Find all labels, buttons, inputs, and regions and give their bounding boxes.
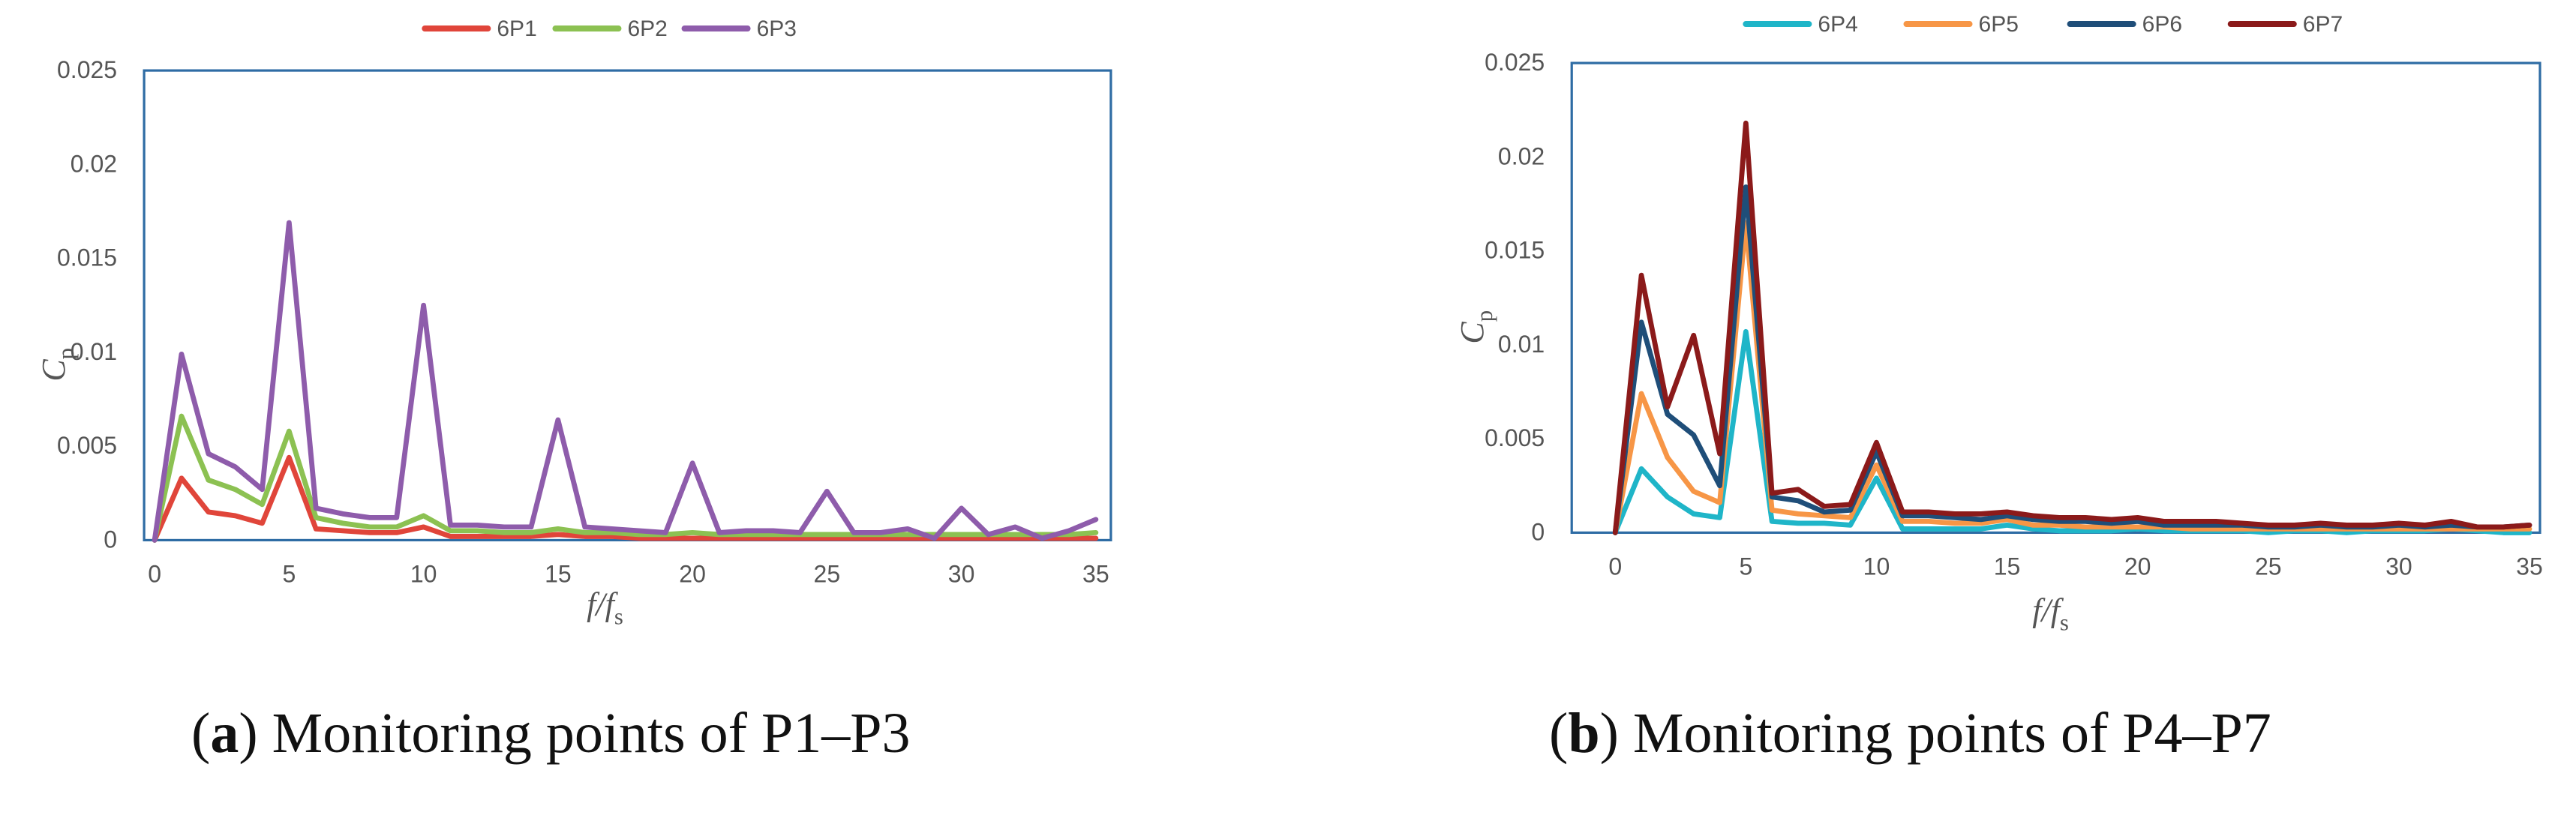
chart-b-x-tick-label: 5: [1739, 553, 1752, 580]
chart-b-legend-label-6p7: 6P7: [2303, 12, 2343, 37]
chart-a-x-tick-label: 5: [282, 560, 296, 587]
chart-b-legend-label-6p6: 6P6: [2142, 12, 2182, 37]
chart-b-series-line-6p4: [1612, 328, 2532, 535]
chart-b-y-tick-label: 0.025: [1485, 49, 1545, 76]
chart-b-x-axis-label-sub: s: [2060, 610, 2069, 635]
chart-a-y-tick-label: 0.005: [57, 432, 117, 459]
caption-b-text: Monitoring points of P4–P7: [1618, 702, 2271, 765]
chart-b-plot-frame: [1570, 61, 2541, 535]
chart-b-y-tick-label: 0.01: [1498, 331, 1545, 358]
chart-a-legend-label-6p3: 6P3: [757, 16, 797, 41]
caption-b: (b) Monitoring points of P4–P7: [1549, 702, 2271, 765]
chart-a-group: 0 0.005 0.01 0.015 0.02 0.025 0 5 10 15 20 25 30 35 f/…: [35, 16, 1112, 629]
chart-b-series-line-6p7: [1612, 120, 2532, 535]
chart-b-x-tick-label: 0: [1608, 553, 1622, 580]
chart-a-y-tick-label: 0.02: [71, 150, 117, 177]
chart-b-legend-label-6p4: 6P4: [1818, 12, 1857, 37]
caption-a-letter: a: [210, 702, 239, 765]
chart-a-series-line-6p1: [152, 454, 1099, 543]
chart-b-y-tick-label: 0.015: [1485, 237, 1545, 264]
chart-b-x-tick-label: 10: [1863, 553, 1890, 580]
chart-a-x-tick-label: 35: [1082, 560, 1109, 587]
caption-a-text: Monitoring points of P1–P3: [257, 702, 911, 765]
chart-b-x-tick-label: 25: [2255, 553, 2282, 580]
chart-a-x-tick-label: 30: [948, 560, 975, 587]
chart-b-x-axis-label: f/fs: [2032, 592, 2069, 635]
chart-a: 0 0.005 0.01 0.015 0.02 0.025 0 5 10 15 20 25 30 35 f/…: [35, 16, 1112, 629]
chart-b-group: 0 0.005 0.01 0.015 0.02 0.025 0 5 10 15 20 25 30 35 f/…: [1454, 12, 2543, 635]
chart-b-x-tick-label: 35: [2516, 553, 2543, 580]
chart-a-series-line-6p3: [152, 220, 1099, 543]
chart-a-y-tick-label: 0.01: [71, 338, 117, 365]
chart-a-legend-label-6p1: 6P1: [497, 16, 536, 41]
chart-a-x-tick-label: 20: [679, 560, 706, 587]
chart-a-x-tick-label: 0: [148, 560, 161, 587]
chart-a-y-tick-label: 0: [104, 526, 117, 553]
chart-a-x-axis-label-sub: s: [614, 604, 623, 629]
chart-b-y-tick-label: 0.02: [1498, 142, 1545, 169]
chart-a-x-tick-label: 10: [410, 560, 437, 587]
chart-a-x-tick-label: 25: [814, 560, 841, 587]
chart-a-y-tick-label: 0.015: [57, 244, 117, 271]
chart-a-y-axis-label-sub: p: [53, 348, 79, 359]
chart-b-x-tick-label: 20: [2124, 553, 2151, 580]
chart-b-y-axis-label: Cp: [1454, 310, 1497, 344]
chart-b-x-tick-label: 15: [1994, 553, 2021, 580]
chart-b-x-tick-label: 30: [2385, 553, 2412, 580]
chart-a-y-tick-label: 0.025: [57, 56, 117, 83]
chart-b-legend-label-6p5: 6P5: [1979, 12, 2019, 37]
chart-a-x-tick-label: 15: [545, 560, 572, 587]
chart-a-x-axis-label: f/fs: [587, 586, 623, 629]
caption-a: (a) Monitoring points of P1–P3: [191, 702, 911, 765]
chart-a-legend-label-6p2: 6P2: [627, 16, 667, 41]
chart-a-plot-frame: [143, 69, 1112, 542]
chart-b-y-axis-label-sub: p: [1472, 310, 1497, 322]
chart-b-y-tick-label: 0: [1531, 518, 1545, 545]
chart-b-y-tick-label: 0.005: [1485, 424, 1545, 451]
chart-b: 0 0.005 0.01 0.015 0.02 0.025 0 5 10 15 20 25 30 35 f/…: [1454, 12, 2543, 635]
caption-b-letter: b: [1568, 702, 1600, 765]
